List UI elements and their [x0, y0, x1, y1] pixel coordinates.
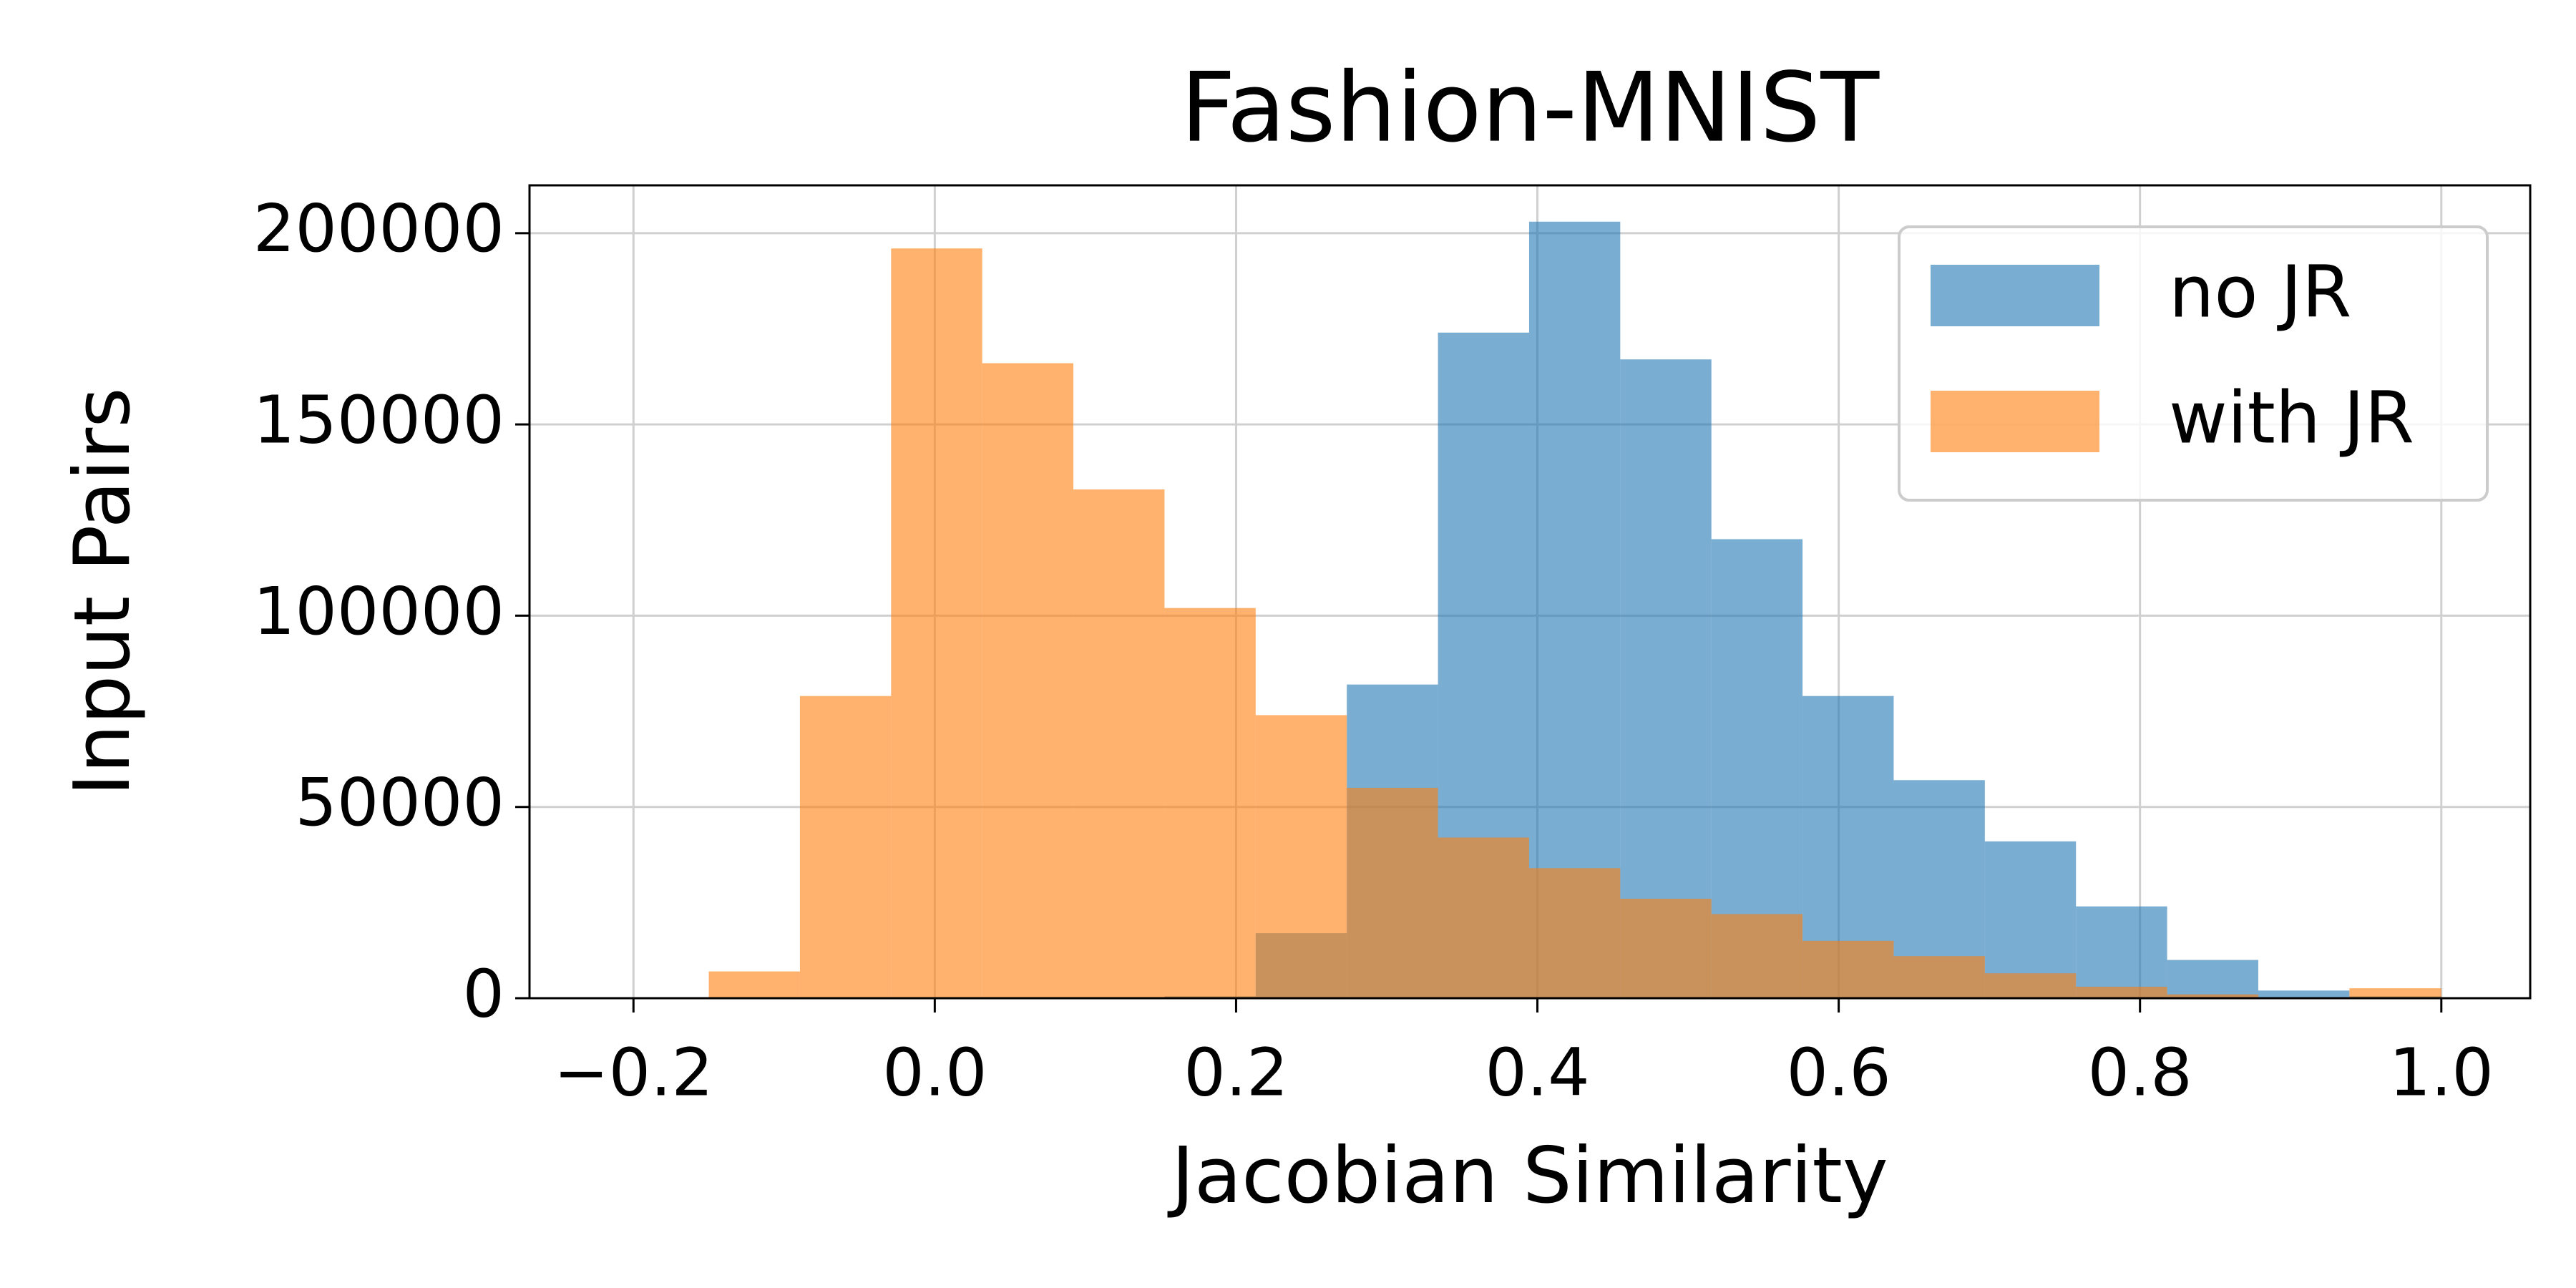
x-tick-label: 0.4 — [1485, 1034, 1589, 1111]
y-tick-label: 150000 — [253, 381, 504, 458]
histogram-bar — [2076, 986, 2167, 998]
y-tick-label: 200000 — [253, 190, 504, 267]
histogram-bar — [1347, 787, 1438, 998]
histogram-bar — [891, 248, 982, 999]
y-tick-label: 100000 — [253, 573, 504, 650]
histogram-bar — [2349, 988, 2441, 998]
histogram-bar — [1802, 940, 1894, 998]
x-tick-label: 0.2 — [1184, 1034, 1288, 1111]
histogram-bar — [1164, 608, 1256, 998]
histogram-bar — [2167, 960, 2258, 998]
histogram-bar — [1620, 359, 1712, 998]
histogram-bar — [1438, 837, 1529, 998]
x-tick-label: 0.0 — [882, 1034, 987, 1111]
histogram-bar — [1711, 914, 1803, 998]
y-tick-label: 0 — [462, 955, 504, 1032]
x-tick-label: 0.6 — [1786, 1034, 1890, 1111]
legend-swatch — [1931, 391, 2099, 452]
histogram-bar — [1984, 841, 2077, 998]
histogram-bar — [2258, 990, 2350, 998]
histogram-bar — [2167, 994, 2258, 998]
histogram-bar — [1620, 899, 1712, 998]
plot-frame — [528, 184, 2532, 1000]
histogram-bar — [1073, 489, 1165, 998]
legend-swatch — [1931, 265, 2099, 326]
chart-title: Fashion-MNIST — [1181, 52, 1880, 164]
x-tick-label: −0.2 — [554, 1034, 713, 1111]
histogram-bar — [708, 971, 800, 998]
histogram-bar — [1893, 956, 1985, 998]
histogram-bar — [1528, 868, 1621, 998]
x-tick-label: 1.0 — [2389, 1034, 2494, 1111]
histogram-bar — [1984, 973, 2077, 998]
histogram-bar — [982, 363, 1074, 999]
y-tick-label: 50000 — [295, 764, 504, 841]
y-axis-label: Input Pairs — [58, 387, 147, 796]
histogram-bar — [799, 696, 892, 998]
x-axis-label: Jacobian Similarity — [1167, 1131, 1888, 1221]
x-tick-label: 0.8 — [2088, 1034, 2192, 1111]
histogram-bar — [1255, 715, 1347, 998]
histogram-bar — [2076, 906, 2167, 998]
legend-label: with JR — [2169, 376, 2414, 459]
legend-label: no JR — [2169, 250, 2351, 333]
